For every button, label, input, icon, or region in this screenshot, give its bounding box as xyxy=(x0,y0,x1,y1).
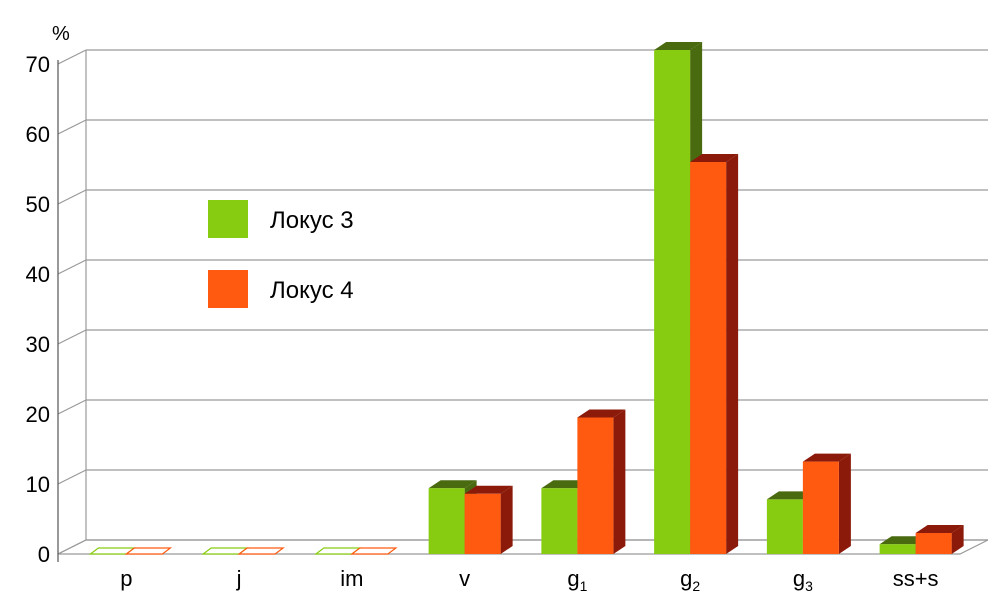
bar-lokus3 xyxy=(541,488,578,554)
x-tick-subscript: 2 xyxy=(692,578,700,594)
y-tick-label: 60 xyxy=(26,122,50,147)
bar-lokus4 xyxy=(802,461,839,554)
bar-lokus4-empty xyxy=(124,547,173,555)
gridline-connector xyxy=(57,189,87,205)
bar-lokus4-top xyxy=(577,409,626,418)
bar-lokus4 xyxy=(464,493,501,554)
y-tick-label: 20 xyxy=(26,402,50,427)
bar-lokus4-top xyxy=(802,453,851,462)
bar-lokus3 xyxy=(766,499,803,554)
y-tick-label: 70 xyxy=(26,52,50,77)
gridline-connector xyxy=(57,49,87,65)
y-tick-label: 30 xyxy=(26,332,50,357)
x-tick-label: v xyxy=(459,566,470,591)
x-tick-subscript: 1 xyxy=(580,578,588,594)
y-tick-label: 50 xyxy=(26,192,50,217)
x-tick-label: im xyxy=(340,566,363,591)
bar-lokus3 xyxy=(428,488,465,554)
bar-lokus3 xyxy=(879,544,916,554)
gridline-connector xyxy=(57,329,87,345)
bar-lokus4-side xyxy=(613,409,626,554)
x-tick-label: g1 xyxy=(567,566,587,594)
gridline-connector xyxy=(57,399,87,415)
gridline-connector xyxy=(57,119,87,135)
bar-lokus4-empty xyxy=(237,547,285,555)
bar-lokus4-top xyxy=(464,485,513,494)
bar-lokus4-side xyxy=(500,485,513,554)
legend-label: Локус 4 xyxy=(270,277,354,304)
x-tick-label: p xyxy=(120,566,132,591)
bar-lokus4-top xyxy=(690,154,739,162)
x-tick-label: g3 xyxy=(793,566,813,594)
bar-lokus4 xyxy=(577,417,614,554)
bar-lokus4-side xyxy=(838,453,851,554)
gridline-connector xyxy=(57,259,87,275)
bar-lokus4 xyxy=(690,162,727,554)
bars-layer xyxy=(88,42,964,555)
legend-swatch xyxy=(208,270,248,308)
bar-lokus4-top xyxy=(915,525,964,533)
y-tick-label: 10 xyxy=(26,472,50,497)
gridline-connector xyxy=(57,469,87,485)
bar-lokus4 xyxy=(915,533,952,554)
x-tick-subscript: 3 xyxy=(805,578,813,594)
bar-lokus4-empty xyxy=(350,547,398,555)
bar-lokus3-top xyxy=(428,480,477,489)
legend-label: Локус 3 xyxy=(270,207,354,234)
bar-lokus4-side xyxy=(951,525,964,554)
grid-layer xyxy=(57,49,988,555)
y-unit-label: % xyxy=(52,23,70,45)
legend-swatch xyxy=(208,200,248,238)
legend: Локус 3 Локус 4 xyxy=(208,200,354,308)
x-tick-label: j xyxy=(236,566,242,591)
y-tick-label: 0 xyxy=(38,542,50,567)
x-tick-label: ss+s xyxy=(893,566,939,591)
x-tick-label: g2 xyxy=(680,566,700,594)
bar-lokus4-side xyxy=(726,154,739,554)
bar-lokus3 xyxy=(654,50,691,554)
y-tick-label: 40 xyxy=(26,262,50,287)
bar-lokus3-top xyxy=(654,42,703,50)
